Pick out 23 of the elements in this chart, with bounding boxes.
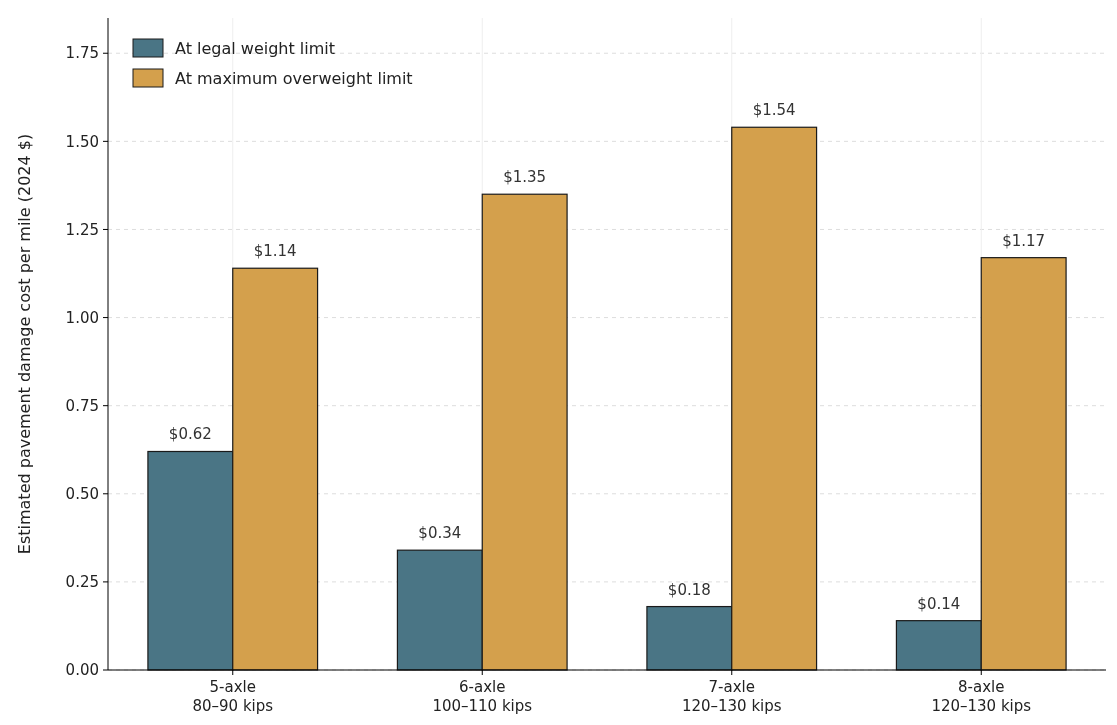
- data-label: $0.34: [418, 524, 462, 543]
- data-label: $1.17: [1002, 231, 1046, 250]
- text: 1.25: [65, 220, 99, 239]
- x-tick-label: 7-axle 120–130 kips: [681, 678, 782, 715]
- text: 1.00: [65, 308, 99, 327]
- text: 0.50: [65, 485, 99, 504]
- data-label: $1.35: [503, 168, 547, 187]
- y-axis-title: Estimated pavement damage cost per mile (2024 $): [15, 133, 34, 555]
- x-tick-label: 6-axle 100–110 kips: [432, 678, 533, 715]
- legend-label: At maximum overweight limit: [175, 68, 413, 88]
- text: 0.25: [65, 573, 99, 592]
- x-tick-label: 8-axle 120–130 kips: [931, 678, 1032, 715]
- text: 0.00: [65, 661, 99, 680]
- data-label: $0.18: [667, 580, 711, 599]
- legend-label: At legal weight limit: [175, 38, 336, 58]
- text: 1.50: [65, 132, 99, 151]
- data-label: $0.14: [917, 594, 961, 613]
- x-tick-label: 5-axle 80–90 kips: [192, 678, 274, 715]
- text: 0.75: [65, 396, 99, 415]
- data-label: $1.14: [253, 242, 297, 261]
- data-label: $0.62: [168, 425, 212, 444]
- text: 1.75: [65, 44, 99, 63]
- data-label: $1.54: [752, 101, 796, 120]
